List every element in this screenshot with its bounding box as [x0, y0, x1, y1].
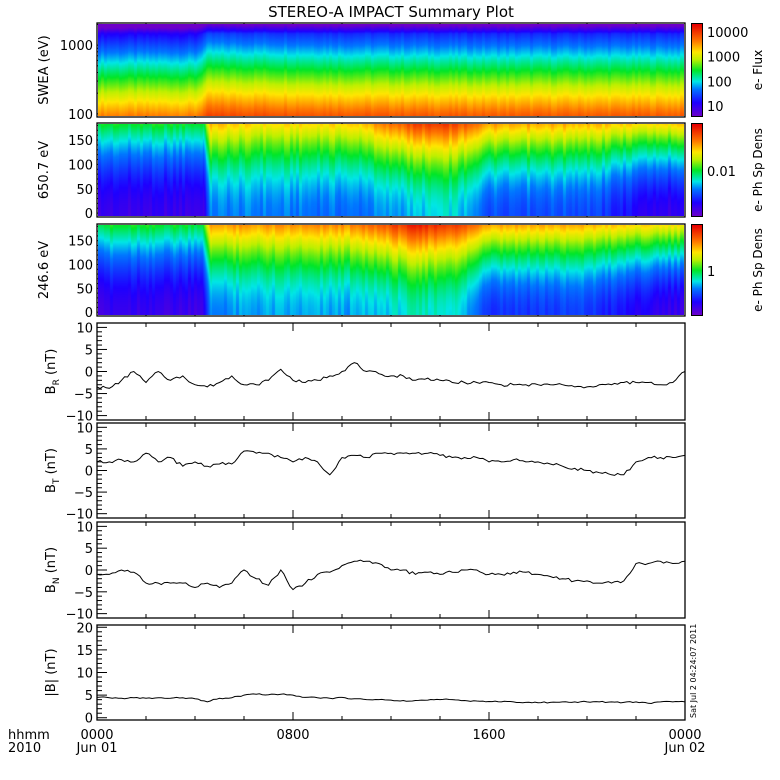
x-tick-sublabel: Jun 02: [664, 741, 706, 756]
x-tick-label: 0800: [276, 728, 309, 743]
y-tick-label: 10: [76, 421, 93, 436]
y-axis-label: BT (nT): [44, 448, 62, 493]
y-axis-label: 246.6 eV: [37, 241, 52, 299]
panel-frame-4: [96, 422, 686, 519]
x-year-label: 2010: [8, 741, 41, 756]
y-tick-label: −5: [74, 486, 93, 501]
colorbar-frame: [691, 224, 703, 316]
y-tick-label: −10: [66, 508, 93, 523]
x-tick-label: 1600: [472, 728, 505, 743]
x-tick-label: 0000: [668, 728, 701, 743]
y-tick-label: 20: [76, 621, 93, 636]
colorbar-tick-label: 100: [707, 75, 732, 90]
colorbar-title: e- Ph Sp Dens: [751, 128, 765, 212]
y-tick-label: −5: [74, 586, 93, 601]
panel-frame-3: [96, 322, 686, 421]
y-tick-label: 0: [85, 564, 93, 579]
colorbar-frame: [691, 123, 703, 217]
x-tick-sublabel: Jun 01: [76, 741, 118, 756]
y-tick-label: 0: [85, 712, 93, 727]
y-tick-label: 0: [85, 207, 93, 222]
swea-spectrogram: [98, 24, 684, 116]
series-line-BN: [96, 559, 686, 591]
y-tick-label: 10: [76, 520, 93, 535]
series-line-BR: [96, 362, 686, 390]
colorbar-title: e- Ph Sp Dens: [751, 228, 765, 312]
y-axis-label: |B| (nT): [44, 648, 59, 696]
series-line-BT: [96, 450, 686, 476]
y-tick-label: 1000: [60, 39, 93, 54]
y-tick-label: 5: [85, 343, 93, 358]
y-tick-label: 150: [68, 235, 93, 250]
y-axis-label: 650.7 eV: [37, 141, 52, 199]
pad-650-spectrogram: [98, 124, 684, 216]
pad-246-colorbar: [692, 225, 702, 315]
pad-650-colorbar: [692, 124, 702, 216]
y-tick-label: 50: [76, 282, 93, 297]
y-tick-label: 10: [76, 321, 93, 336]
y-tick-label: −5: [74, 388, 93, 403]
y-tick-label: −10: [66, 410, 93, 425]
y-tick-label: 100: [68, 259, 93, 274]
colorbar-tick-label: 10: [707, 100, 724, 115]
y-tick-label: 50: [76, 183, 93, 198]
y-tick-label: 15: [76, 644, 93, 659]
series-line-Bmag: [96, 693, 686, 705]
y-tick-label: 0: [85, 465, 93, 480]
y-tick-label: 10: [76, 667, 93, 682]
colorbar-frame: [691, 23, 703, 117]
y-tick-label: 5: [85, 443, 93, 458]
panel-frame-6: [96, 624, 686, 721]
x-tick-label: 0000: [80, 728, 113, 743]
colorbar-title: e- Flux: [751, 50, 765, 90]
colorbar-tick-label: 0.01: [707, 165, 736, 180]
pad-246-spectrogram: [98, 225, 684, 315]
y-axis-label: BR (nT): [44, 349, 62, 395]
x-unit-label: hhmm: [8, 728, 50, 743]
y-tick-label: 0: [85, 306, 93, 321]
swea-colorbar: [692, 24, 702, 116]
y-tick-label: 150: [68, 134, 93, 149]
y-tick-label: 5: [85, 689, 93, 704]
y-tick-label: −10: [66, 608, 93, 623]
y-tick-label: 100: [68, 158, 93, 173]
y-tick-label: 5: [85, 542, 93, 557]
y-tick-label: 0: [85, 366, 93, 381]
timestamp: Sat Jul 2 04:24:07 2011: [689, 624, 698, 718]
y-tick-label: 100: [68, 108, 93, 123]
y-axis-label: BN (nT): [44, 547, 62, 593]
y-axis-label: SWEA (eV): [37, 35, 52, 104]
colorbar-tick-label: 10000: [707, 26, 748, 41]
colorbar-tick-label: 1: [707, 265, 715, 280]
plot-title: STEREO-A IMPACT Summary Plot: [268, 3, 514, 21]
colorbar-tick-label: 1000: [707, 51, 740, 66]
